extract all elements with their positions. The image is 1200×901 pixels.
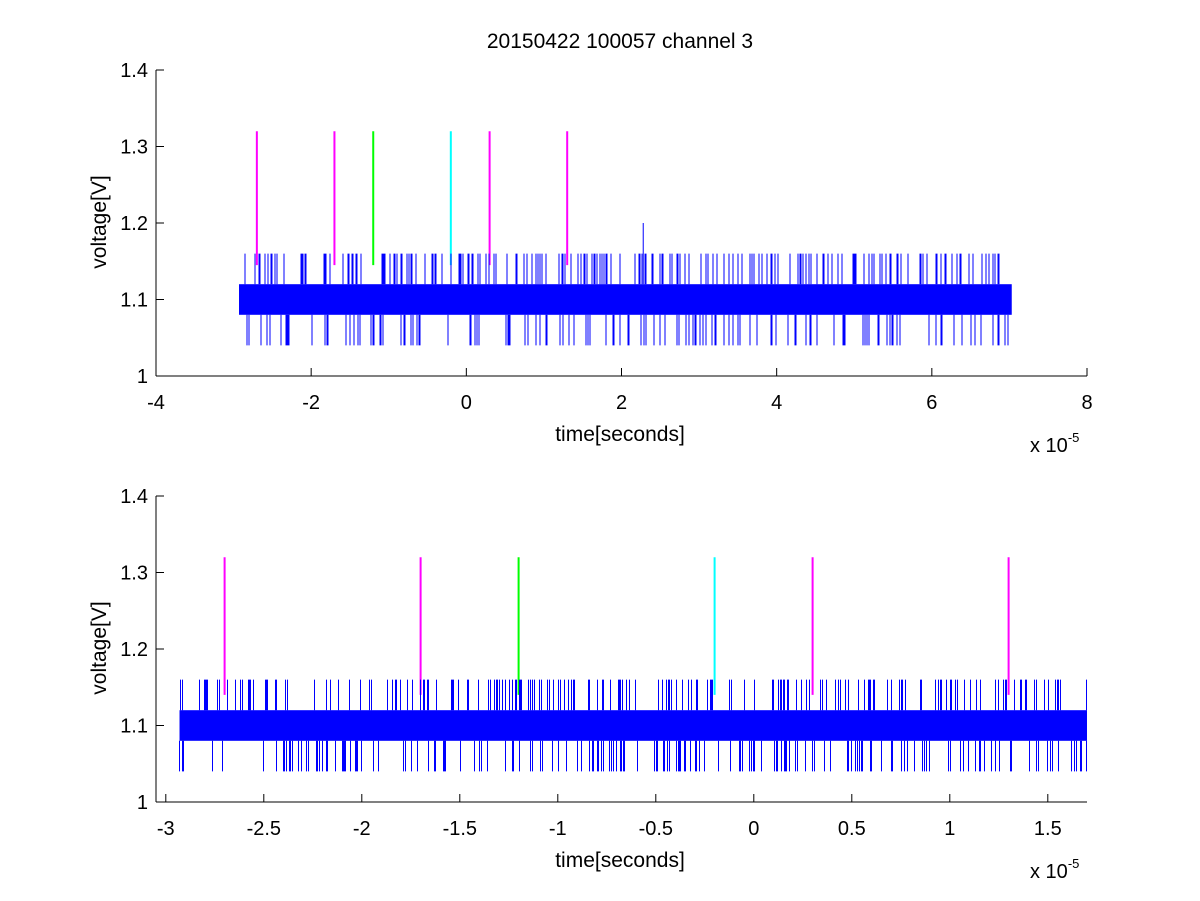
x-ticks: -4 -2 0 2 4 6 8 [147,368,1093,414]
x-axis-label: time[seconds] [555,423,685,446]
y-axis-label: voltage[V] [88,601,111,694]
y-axis-label: voltage[V] [88,175,111,268]
y-tick-label: 1.4 [120,486,148,508]
x-tick-label: -2 [353,818,371,840]
x-tick-label: -2 [302,392,320,414]
y-ticks: 1 1.1 1.2 1.3 1.4 [120,60,164,388]
marker-lines [255,131,569,266]
y-tick-label: 1.2 [120,639,148,661]
x-axis-label: time[seconds] [555,849,685,872]
x-tick-label: 4 [771,392,782,414]
x-tick-label: -0.5 [639,818,673,840]
x-tick-label: 0.5 [838,818,866,840]
x-multiplier-base: x 10 [1030,861,1068,883]
x-multiplier-exponent: -5 [1068,856,1080,871]
baseline-band [239,284,1012,315]
x-tick-label: -1 [549,818,567,840]
y-tick-label: 1.2 [120,213,148,235]
x-tick-label: -2.5 [247,818,281,840]
y-tick-label: 1 [137,366,148,388]
signal-spikes [244,253,1009,346]
y-tick-label: 1.4 [120,60,148,82]
y-ticks: 1 1.1 1.2 1.3 1.4 [120,486,164,814]
x-tick-label: 8 [1081,392,1092,414]
marker-lines [223,557,1010,695]
y-tick-label: 1.3 [120,563,148,585]
x-multiplier: x 10-5 [1030,856,1079,883]
signal-trace [239,223,1012,346]
signal-trace [179,679,1087,772]
y-tick-label: 1.1 [120,716,148,738]
x-tick-label: 6 [926,392,937,414]
baseline-band [179,710,1087,741]
subplot-top: -4 -2 0 2 4 6 8 1 1.1 1.2 1.3 1.4 time[seconds] vo… [88,60,1093,457]
y-tick-label: 1 [137,792,148,814]
x-tick-label: 0 [461,392,472,414]
x-tick-label: -1.5 [443,818,477,840]
subplot-bottom: -3 -2.5 -2 -1.5 -1 -0.5 0 0.5 1 1.5 1 1.1 1.2 1.3 1.4… [88,486,1087,883]
y-tick-label: 1.1 [120,290,148,312]
x-multiplier-base: x 10 [1030,435,1068,457]
x-tick-label: -4 [147,392,165,414]
x-tick-label: 2 [616,392,627,414]
axes-frame [155,70,1087,377]
x-multiplier-exponent: -5 [1068,430,1080,445]
x-ticks: -3 -2.5 -2 -1.5 -1 -0.5 0 0.5 1 1.5 [157,794,1062,840]
x-tick-label: 1 [944,818,955,840]
x-tick-label: 0 [748,818,759,840]
signal-spikes [179,679,1087,772]
y-tick-label: 1.3 [120,137,148,159]
x-tick-label: -3 [157,818,175,840]
x-multiplier: x 10-5 [1030,430,1079,457]
x-tick-label: 1.5 [1034,818,1062,840]
figure-title: 20150422 100057 channel 3 [487,30,753,53]
